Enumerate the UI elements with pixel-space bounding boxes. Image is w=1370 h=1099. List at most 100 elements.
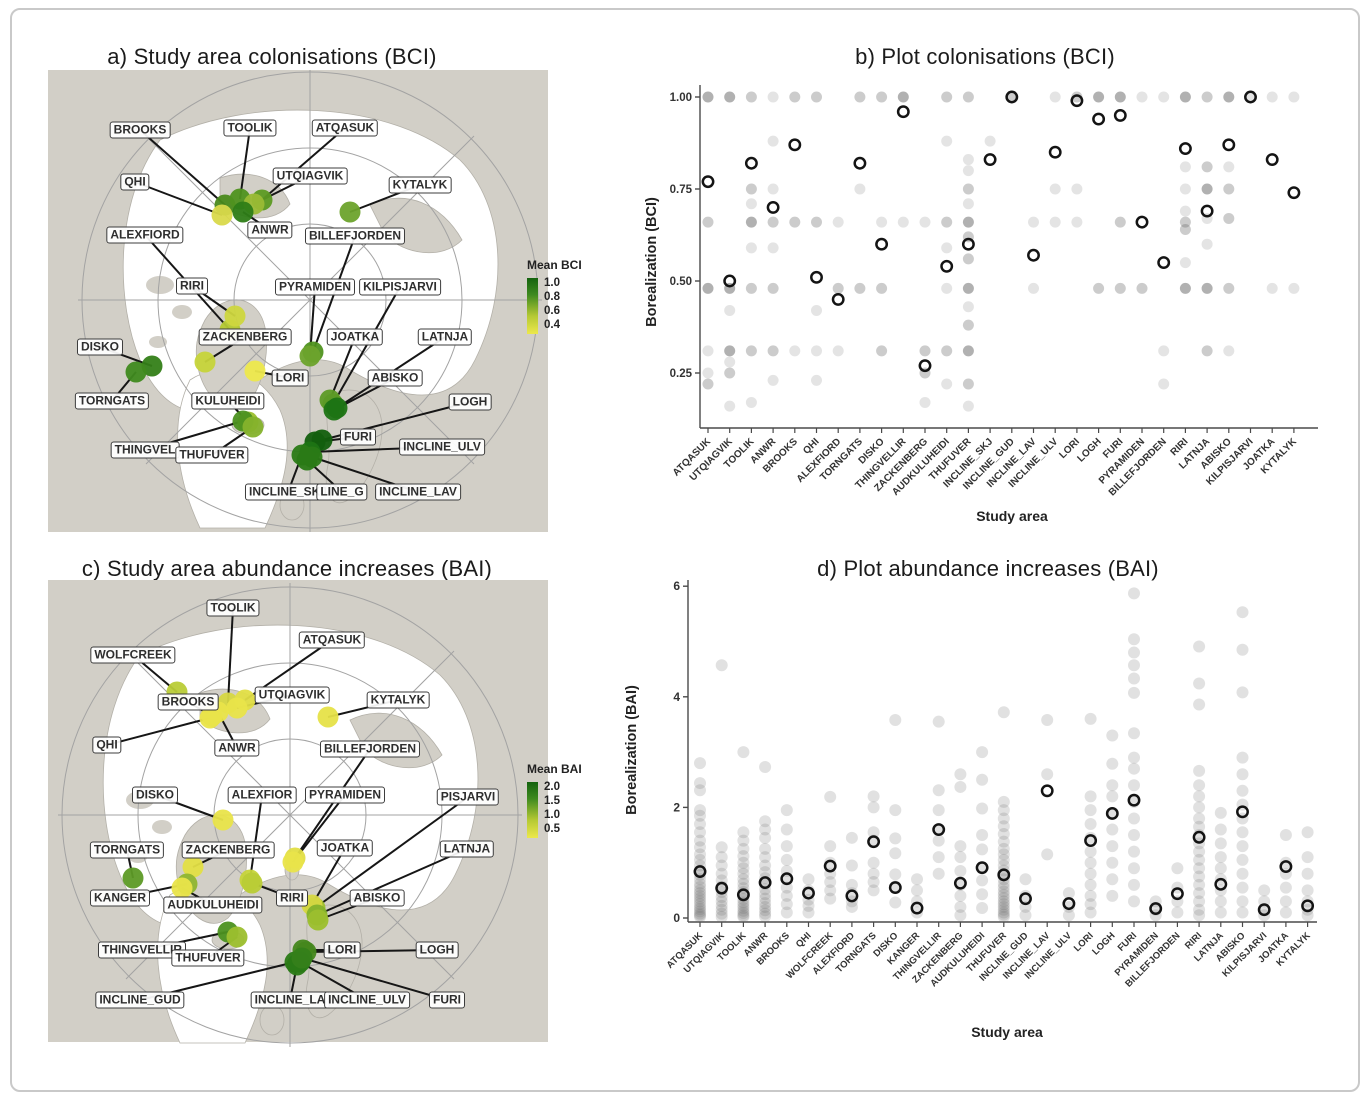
data-point — [694, 898, 706, 911]
data-point — [1193, 853, 1206, 866]
data-point — [1106, 889, 1119, 902]
data-point — [715, 910, 728, 923]
data-point — [1128, 878, 1140, 891]
mean-circle — [1170, 887, 1184, 901]
data-point — [941, 282, 953, 294]
map-site-label: ATQASUK — [298, 631, 366, 649]
data-point — [954, 840, 967, 853]
data-point — [1245, 91, 1256, 103]
data-point — [694, 907, 706, 920]
map-site-label: THINGVELLIR — [98, 941, 186, 959]
data-point — [1128, 646, 1140, 659]
data-point — [854, 183, 866, 195]
data-point — [932, 804, 945, 817]
data-point — [976, 746, 989, 759]
data-point — [1179, 257, 1191, 269]
data-point — [1136, 91, 1148, 103]
data-point — [876, 216, 888, 228]
mean-circle — [736, 888, 750, 902]
data-point — [715, 899, 728, 912]
mean-circle — [1287, 186, 1301, 200]
data-point — [824, 884, 837, 897]
map-site-label: INCLINE_ULV — [399, 438, 485, 456]
map-canvas — [48, 70, 548, 532]
legend-tick-label: 0.4 — [544, 319, 560, 331]
data-point — [997, 706, 1010, 719]
data-point — [694, 909, 706, 922]
site-mean-dot — [242, 416, 264, 438]
map-site-label: UTQIAGVIK — [272, 167, 348, 185]
data-point — [997, 885, 1010, 898]
map-site-label: INCLINE_LA — [250, 991, 330, 1009]
x-tick-label: LOGH — [1076, 436, 1104, 464]
mean-circle — [867, 835, 881, 849]
data-point — [759, 842, 772, 855]
map-site-label: LORI — [271, 369, 309, 387]
data-point — [997, 881, 1010, 894]
data-point — [997, 908, 1010, 921]
legend-tick-label: 1.0 — [544, 277, 560, 289]
data-point — [1193, 779, 1206, 792]
data-point — [724, 91, 736, 103]
data-point — [1041, 848, 1054, 861]
map-site-label: PYRAMIDEN — [274, 278, 356, 296]
data-point — [1106, 856, 1119, 869]
data-point — [1114, 91, 1126, 103]
data-point — [1288, 91, 1300, 103]
data-point — [811, 345, 822, 357]
panel-b-title: b) Plot colonisations (BCI) — [855, 44, 1115, 69]
data-point — [1236, 895, 1249, 908]
mean-circle — [983, 153, 997, 167]
map-site-label: AUDKULUHEIDI — [163, 896, 263, 914]
data-point — [1071, 216, 1083, 228]
map-site-label: BILLEFJORDEN — [319, 740, 421, 758]
x-axis-title: Study area — [976, 508, 1048, 524]
data-point — [962, 154, 974, 166]
data-point — [715, 886, 728, 899]
data-point — [1236, 686, 1249, 699]
data-point — [1084, 817, 1097, 830]
data-point — [845, 900, 858, 913]
mean-circle — [823, 859, 837, 873]
data-point — [1041, 768, 1054, 781]
data-point — [1049, 183, 1061, 195]
site-mean-dot — [241, 872, 263, 894]
data-point — [1128, 587, 1140, 600]
mean-circle — [1127, 793, 1141, 807]
data-point — [867, 856, 880, 869]
map-site-label: TOOLIK — [206, 599, 260, 617]
data-point — [1223, 282, 1235, 294]
legend-tick-label: 0.5 — [544, 823, 560, 835]
data-point — [1223, 212, 1235, 224]
data-point — [867, 801, 880, 814]
data-point — [1084, 856, 1097, 869]
site-mean-dot — [182, 856, 204, 878]
y-tick-label: 0.50 — [670, 276, 692, 288]
data-point — [694, 841, 706, 854]
data-point — [1236, 751, 1249, 764]
legend-tick-label: 1.0 — [544, 809, 560, 821]
map-site-label: ZACKENBERG — [198, 328, 292, 346]
data-point — [997, 842, 1010, 855]
data-point — [984, 135, 996, 147]
data-point — [715, 659, 728, 672]
data-point — [1084, 804, 1097, 817]
data-point — [941, 378, 953, 390]
data-point — [1158, 91, 1170, 103]
data-point — [1093, 91, 1105, 103]
site-mean-dot — [171, 877, 193, 899]
data-point — [780, 853, 793, 866]
data-point — [824, 876, 837, 889]
map-site-label: ABISKO — [367, 369, 423, 387]
data-point — [1279, 881, 1292, 894]
map-site-label: ALEXFIORD — [106, 226, 184, 244]
data-point — [694, 884, 706, 897]
mean-circle — [1113, 108, 1127, 122]
map-site-label: LORI — [323, 941, 361, 959]
data-point — [811, 216, 822, 228]
data-point — [962, 253, 974, 265]
data-point — [997, 827, 1010, 840]
data-point — [694, 757, 706, 770]
map-land-island — [149, 336, 167, 348]
data-point — [1214, 851, 1227, 864]
